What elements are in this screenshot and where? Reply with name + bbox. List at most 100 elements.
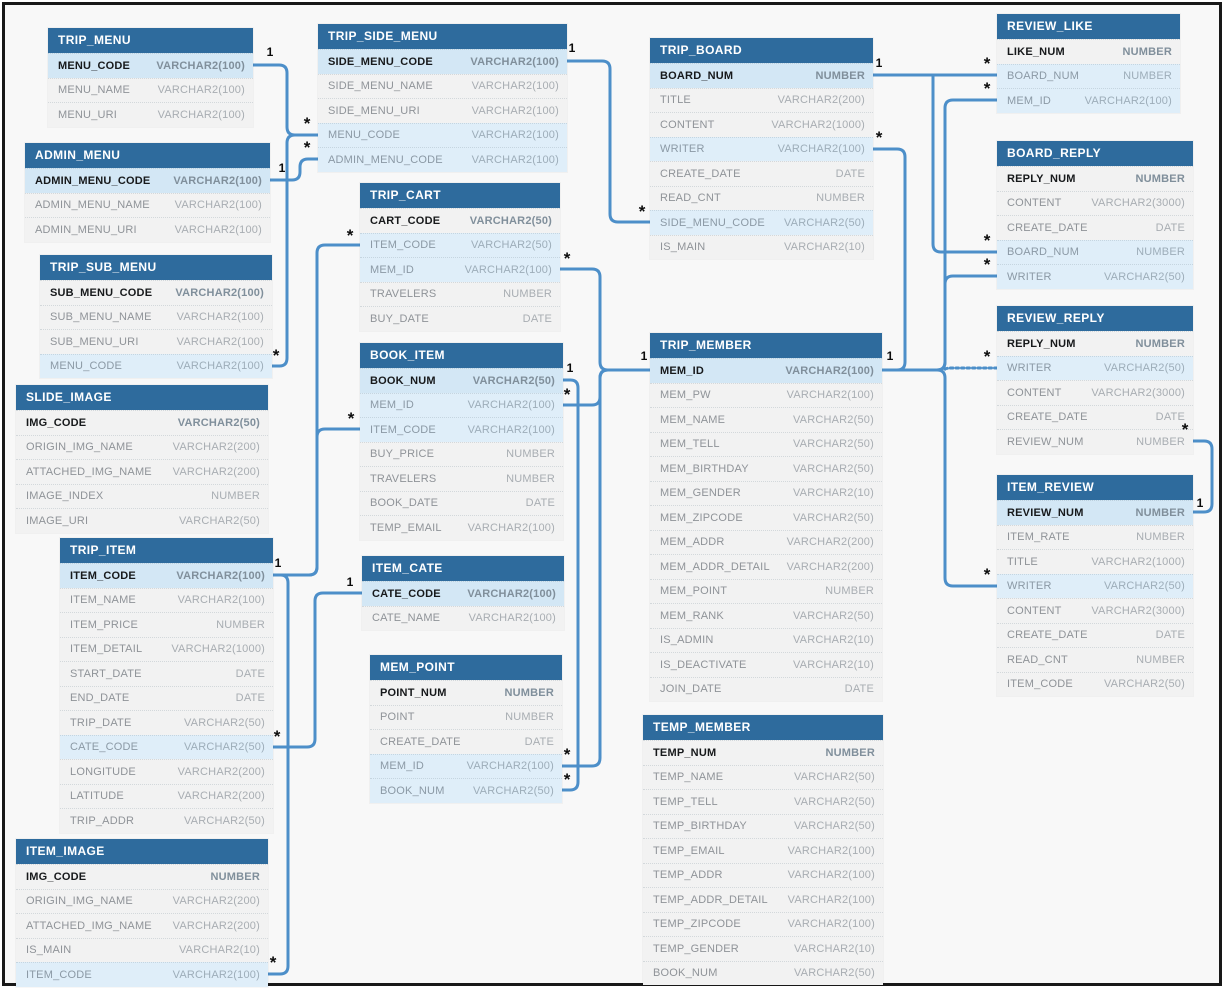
column-row-board_reply-reply_num[interactable]: REPLY_NUM NUMBER <box>997 166 1193 191</box>
table-trip_sub_menu[interactable]: TRIP_SUB_MENU SUB_MENU_CODE VARCHAR2(100) S… <box>40 255 272 378</box>
table-header-admin_menu[interactable]: ADMIN_MENU <box>25 143 270 168</box>
table-trip_side_menu[interactable]: TRIP_SIDE_MENU SIDE_MENU_CODE VARCHAR2(100… <box>318 24 567 172</box>
column-row-trip_member-mem_point[interactable]: MEM_POINT NUMBER <box>650 578 882 603</box>
table-header-trip_cart[interactable]: TRIP_CART <box>360 183 560 208</box>
table-admin_menu[interactable]: ADMIN_MENU ADMIN_MENU_CODE VARCHAR2(100) AD… <box>25 143 270 242</box>
column-row-temp_member-temp_num[interactable]: TEMP_NUM NUMBER <box>643 740 883 765</box>
column-row-mem_point-point[interactable]: POINT NUMBER <box>370 704 562 729</box>
column-row-item_review-content[interactable]: CONTENT VARCHAR2(3000) <box>997 598 1193 623</box>
table-header-item_image[interactable]: ITEM_IMAGE <box>16 839 268 864</box>
column-row-item_image-is_main[interactable]: IS_MAIN VARCHAR2(10) <box>16 937 268 962</box>
relationship-side_menu-trip_board[interactable] <box>565 59 652 224</box>
column-row-slide_image-image_index[interactable]: IMAGE_INDEX NUMBER <box>16 483 268 508</box>
column-row-trip_item-trip_date[interactable]: TRIP_DATE VARCHAR2(50) <box>60 710 273 735</box>
column-row-trip_menu-menu_code[interactable]: MENU_CODE VARCHAR2(100) <box>48 53 253 78</box>
column-row-trip_member-mem_addr_detail[interactable]: MEM_ADDR_DETAIL VARCHAR2(200) <box>650 554 882 579</box>
column-row-item_cate-cate_name[interactable]: CATE_NAME VARCHAR2(100) <box>362 605 564 630</box>
column-row-trip_board-is_main[interactable]: IS_MAIN VARCHAR2(10) <box>650 234 873 259</box>
column-row-mem_point-book_num[interactable]: BOOK_NUM VARCHAR2(50) <box>370 778 562 803</box>
table-item_cate[interactable]: ITEM_CATE CATE_CODE VARCHAR2(100) CATE_NAME… <box>362 556 564 630</box>
column-row-trip_item-longitude[interactable]: LONGITUDE VARCHAR2(200) <box>60 759 273 784</box>
column-row-board_reply-writer[interactable]: WRITER VARCHAR2(50) <box>997 264 1193 289</box>
column-row-trip_side_menu-side_menu_code[interactable]: SIDE_MENU_CODE VARCHAR2(100) <box>318 49 567 74</box>
column-row-trip_member-mem_name[interactable]: MEM_NAME VARCHAR2(50) <box>650 407 882 432</box>
table-trip_item[interactable]: TRIP_ITEM ITEM_CODE VARCHAR2(100) ITEM_NAME… <box>60 538 273 833</box>
column-row-trip_member-join_date[interactable]: JOIN_DATE DATE <box>650 676 882 701</box>
table-header-review_like[interactable]: REVIEW_LIKE <box>997 14 1180 39</box>
column-row-item_review-writer[interactable]: WRITER VARCHAR2(50) <box>997 573 1193 598</box>
column-row-review_reply-create_date[interactable]: CREATE_DATE DATE <box>997 404 1193 429</box>
table-temp_member[interactable]: TEMP_MEMBER TEMP_NUM NUMBER TEMP_NAME VARCHA… <box>643 715 883 985</box>
table-header-trip_menu[interactable]: TRIP_MENU <box>48 28 253 53</box>
column-row-trip_board-title[interactable]: TITLE VARCHAR2(200) <box>650 87 873 112</box>
column-row-review_reply-review_num[interactable]: REVIEW_NUM NUMBER <box>997 429 1193 454</box>
column-row-trip_board-read_cnt[interactable]: READ_CNT NUMBER <box>650 185 873 210</box>
column-row-trip_side_menu-side_menu_uri[interactable]: SIDE_MENU_URI VARCHAR2(100) <box>318 98 567 123</box>
column-row-trip_member-is_deactivate[interactable]: IS_DEACTIVATE VARCHAR2(10) <box>650 652 882 677</box>
table-header-trip_side_menu[interactable]: TRIP_SIDE_MENU <box>318 24 567 49</box>
column-row-temp_member-temp_name[interactable]: TEMP_NAME VARCHAR2(50) <box>643 764 883 789</box>
column-row-item_review-item_rate[interactable]: ITEM_RATE NUMBER <box>997 524 1193 549</box>
column-row-trip_member-mem_zipcode[interactable]: MEM_ZIPCODE VARCHAR2(50) <box>650 505 882 530</box>
column-row-mem_point-point_num[interactable]: POINT_NUM NUMBER <box>370 680 562 705</box>
column-row-review_reply-content[interactable]: CONTENT VARCHAR2(3000) <box>997 380 1193 405</box>
column-row-trip_member-mem_tell[interactable]: MEM_TELL VARCHAR2(50) <box>650 431 882 456</box>
column-row-board_reply-board_num[interactable]: BOARD_NUM NUMBER <box>997 239 1193 264</box>
column-row-board_reply-create_date[interactable]: CREATE_DATE DATE <box>997 215 1193 240</box>
relationship-review_reply_writer-member[interactable] <box>943 366 999 373</box>
column-row-trip_item-trip_addr[interactable]: TRIP_ADDR VARCHAR2(50) <box>60 808 273 833</box>
column-row-trip_menu-menu_uri[interactable]: MENU_URI VARCHAR2(100) <box>48 102 253 127</box>
column-row-book_item-item_code[interactable]: ITEM_CODE VARCHAR2(100) <box>360 417 563 442</box>
column-row-temp_member-temp_addr_detail[interactable]: TEMP_ADDR_DETAIL VARCHAR2(100) <box>643 887 883 912</box>
table-review_like[interactable]: REVIEW_LIKE LIKE_NUM NUMBER BOARD_NUM NUMBER… <box>997 14 1180 113</box>
relationship-trip_item-item_image[interactable] <box>266 573 290 976</box>
table-header-mem_point[interactable]: MEM_POINT <box>370 655 562 680</box>
column-row-slide_image-image_uri[interactable]: IMAGE_URI VARCHAR2(50) <box>16 508 268 533</box>
column-row-item_review-item_code[interactable]: ITEM_CODE VARCHAR2(50) <box>997 671 1193 696</box>
column-row-review_like-mem_id[interactable]: MEM_ID VARCHAR2(100) <box>997 88 1180 113</box>
column-row-trip_member-mem_birthday[interactable]: MEM_BIRTHDAY VARCHAR2(50) <box>650 456 882 481</box>
column-row-trip_item-item_price[interactable]: ITEM_PRICE NUMBER <box>60 612 273 637</box>
table-header-trip_board[interactable]: TRIP_BOARD <box>650 38 873 63</box>
relationship-trip_menu-sub_menu[interactable] <box>270 133 320 368</box>
table-header-item_cate[interactable]: ITEM_CATE <box>362 556 564 581</box>
relationship-admin_menu-side_menu[interactable] <box>268 157 320 182</box>
column-row-trip_cart-buy_date[interactable]: BUY_DATE DATE <box>360 306 560 331</box>
column-row-book_item-book_num[interactable]: BOOK_NUM VARCHAR2(50) <box>360 368 563 393</box>
column-row-mem_point-mem_id[interactable]: MEM_ID VARCHAR2(100) <box>370 753 562 778</box>
relationship-item_review-review_reply[interactable] <box>1191 439 1214 514</box>
column-row-trip_side_menu-menu_code[interactable]: MENU_CODE VARCHAR2(100) <box>318 122 567 147</box>
column-row-trip_member-mem_pw[interactable]: MEM_PW VARCHAR2(100) <box>650 382 882 407</box>
table-header-temp_member[interactable]: TEMP_MEMBER <box>643 715 883 740</box>
column-row-trip_cart-item_code[interactable]: ITEM_CODE VARCHAR2(50) <box>360 232 560 257</box>
column-row-trip_member-mem_addr[interactable]: MEM_ADDR VARCHAR2(200) <box>650 529 882 554</box>
column-row-temp_member-temp_email[interactable]: TEMP_EMAIL VARCHAR2(100) <box>643 838 883 863</box>
column-row-trip_member-mem_rank[interactable]: MEM_RANK VARCHAR2(50) <box>650 603 882 628</box>
relationship-mem_point-book_item[interactable] <box>560 378 580 792</box>
column-row-trip_member-is_admin[interactable]: IS_ADMIN VARCHAR2(10) <box>650 627 882 652</box>
column-row-item_image-origin_img_name[interactable]: ORIGIN_IMG_NAME VARCHAR2(200) <box>16 888 268 913</box>
column-row-book_item-buy_price[interactable]: BUY_PRICE NUMBER <box>360 441 563 466</box>
column-row-trip_board-writer[interactable]: WRITER VARCHAR2(100) <box>650 136 873 161</box>
column-row-trip_sub_menu-sub_menu_name[interactable]: SUB_MENU_NAME VARCHAR2(100) <box>40 304 272 329</box>
column-row-trip_side_menu-side_menu_name[interactable]: SIDE_MENU_NAME VARCHAR2(100) <box>318 73 567 98</box>
table-header-book_item[interactable]: BOOK_ITEM <box>360 343 563 368</box>
column-row-review_like-like_num[interactable]: LIKE_NUM NUMBER <box>997 39 1180 64</box>
column-row-trip_board-side_menu_code[interactable]: SIDE_MENU_CODE VARCHAR2(50) <box>650 210 873 235</box>
column-row-item_review-create_date[interactable]: CREATE_DATE DATE <box>997 622 1193 647</box>
column-row-temp_member-temp_addr[interactable]: TEMP_ADDR VARCHAR2(100) <box>643 862 883 887</box>
table-header-slide_image[interactable]: SLIDE_IMAGE <box>16 385 268 410</box>
column-row-review_reply-writer[interactable]: WRITER VARCHAR2(50) <box>997 355 1193 380</box>
column-row-trip_item-item_name[interactable]: ITEM_NAME VARCHAR2(100) <box>60 587 273 612</box>
column-row-item_review-review_num[interactable]: REVIEW_NUM NUMBER <box>997 500 1193 525</box>
table-header-trip_member[interactable]: TRIP_MEMBER <box>650 333 882 358</box>
column-row-trip_cart-travelers[interactable]: TRAVELERS NUMBER <box>360 281 560 306</box>
column-row-trip_item-end_date[interactable]: END_DATE DATE <box>60 685 273 710</box>
table-item_review[interactable]: ITEM_REVIEW REVIEW_NUM NUMBER ITEM_RATE NUMB… <box>997 475 1193 696</box>
table-trip_cart[interactable]: TRIP_CART CART_CODE VARCHAR2(50) ITEM_CODE V… <box>360 183 560 331</box>
column-row-book_item-book_date[interactable]: BOOK_DATE DATE <box>360 490 563 515</box>
relationship-trip_board-board_reply[interactable] <box>931 73 999 254</box>
column-row-slide_image-attached_img_name[interactable]: ATTACHED_IMG_NAME VARCHAR2(200) <box>16 459 268 484</box>
column-row-trip_sub_menu-sub_menu_code[interactable]: SUB_MENU_CODE VARCHAR2(100) <box>40 280 272 305</box>
column-row-trip_cart-cart_code[interactable]: CART_CODE VARCHAR2(50) <box>360 208 560 233</box>
